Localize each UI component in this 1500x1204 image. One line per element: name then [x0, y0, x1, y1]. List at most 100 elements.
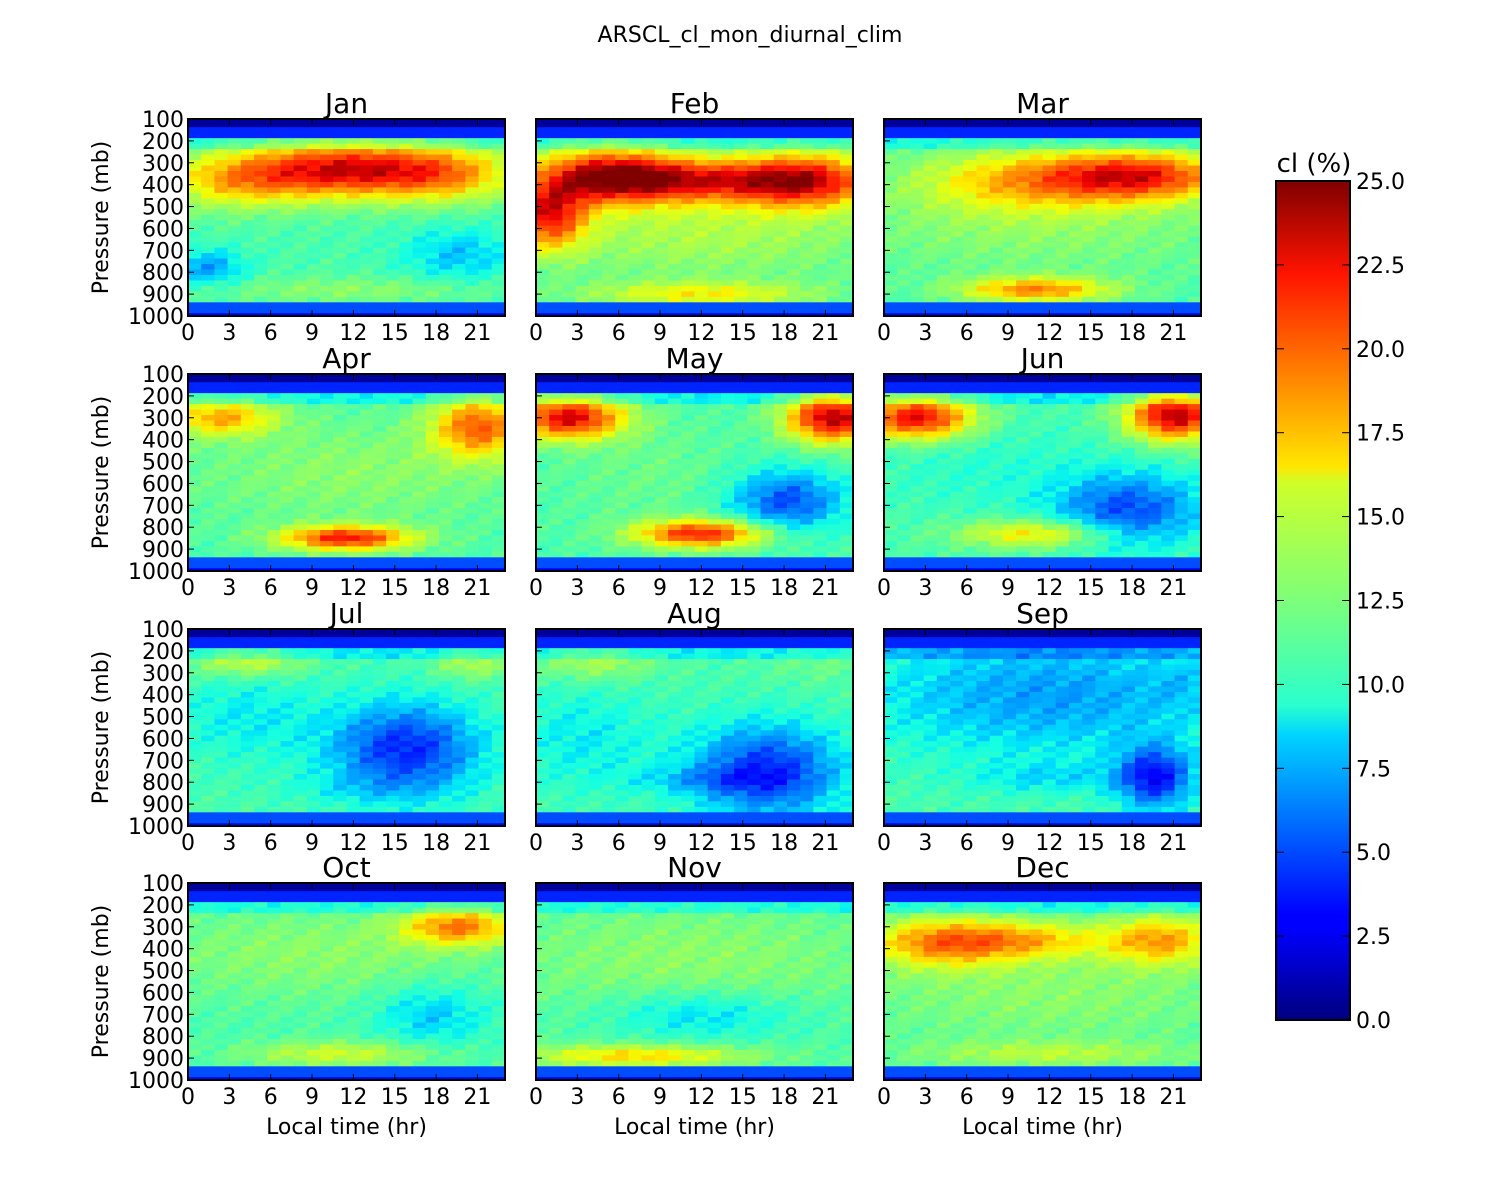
heatmap-cell — [347, 508, 361, 514]
heatmap-cell — [800, 557, 814, 563]
heatmap-cell — [708, 176, 722, 182]
heatmap-cell — [813, 475, 827, 481]
heatmap-cell — [827, 160, 841, 166]
heatmap-cell — [708, 259, 722, 265]
heatmap-cell — [1029, 259, 1043, 265]
heatmap-cell — [360, 209, 374, 215]
heatmap-cell — [201, 514, 215, 520]
heatmap-cell — [214, 182, 228, 188]
heatmap-cell — [333, 393, 347, 399]
heatmap-cell — [320, 231, 334, 237]
heatmap-cell — [228, 530, 242, 536]
heatmap-cell — [602, 530, 616, 536]
heatmap-cell — [681, 377, 695, 383]
heatmap-cell — [188, 215, 202, 221]
heatmap-cell — [761, 541, 775, 547]
heatmap-cell — [787, 497, 801, 503]
heatmap-cell — [479, 275, 493, 281]
heatmap-cell — [747, 149, 761, 155]
heatmap-cell — [813, 297, 827, 303]
heatmap-cell — [1069, 291, 1083, 297]
heatmap-cell — [201, 475, 215, 481]
heatmap-cell — [439, 204, 453, 210]
heatmap-cell — [1188, 259, 1202, 265]
heatmap-cell — [827, 421, 841, 427]
heatmap-cell — [413, 470, 427, 476]
heatmap-cell — [549, 291, 563, 297]
heatmap-cell — [549, 514, 563, 520]
heatmap-cell — [1175, 297, 1189, 303]
heatmap-cell — [452, 475, 466, 481]
heatmap-cell — [787, 138, 801, 144]
heatmap-cells — [188, 119, 506, 317]
heatmap-cell — [576, 253, 590, 259]
heatmap-cell — [214, 437, 228, 443]
heatmap-cell — [452, 198, 466, 204]
heatmap-cell — [655, 399, 669, 405]
heatmap-cell — [254, 166, 268, 172]
heatmap-cell — [1122, 193, 1136, 199]
heatmap-cell — [747, 280, 761, 286]
heatmap-cell — [439, 415, 453, 421]
heatmap-cell — [1056, 160, 1070, 166]
heatmap-cell — [734, 259, 748, 265]
heatmap-cell — [747, 514, 761, 520]
heatmap-cell — [201, 280, 215, 286]
heatmap-cell — [602, 187, 616, 193]
heatmap-cell — [452, 291, 466, 297]
heatmap-cell — [602, 442, 616, 448]
heatmap-cell — [774, 377, 788, 383]
heatmap-cell — [976, 264, 990, 270]
heatmap-cell — [884, 552, 898, 558]
heatmap-cell — [549, 122, 563, 128]
heatmap-cell — [761, 259, 775, 265]
heatmap-cell — [1122, 308, 1136, 314]
heatmap-cell — [628, 437, 642, 443]
x-tick-label: 9 — [305, 576, 319, 601]
heatmap-cell — [910, 302, 924, 308]
heatmap-cell — [761, 546, 775, 552]
heatmap-cell — [492, 280, 506, 286]
heatmap-cell — [386, 508, 400, 514]
heatmap-cell — [1161, 144, 1175, 150]
heatmap-cell — [589, 242, 603, 248]
heatmap-cell — [1095, 264, 1109, 270]
heatmap-cell — [320, 563, 334, 569]
heatmap-cell — [399, 253, 413, 259]
heatmap-cell — [373, 426, 387, 432]
heatmap-cell — [267, 286, 281, 292]
heatmap-cell — [721, 122, 735, 128]
heatmap-cell — [214, 442, 228, 448]
heatmap-cell — [884, 253, 898, 259]
heatmap-cell — [681, 388, 695, 394]
heatmap-cell — [254, 464, 268, 470]
heatmap-cell — [254, 475, 268, 481]
heatmap-cell — [589, 302, 603, 308]
heatmap-cell — [642, 524, 656, 530]
heatmap-cell — [1175, 138, 1189, 144]
heatmap-cell — [800, 464, 814, 470]
heatmap-cell — [747, 308, 761, 314]
heatmap-cell — [465, 242, 479, 248]
heatmap-cell — [413, 563, 427, 569]
heatmap-cell — [990, 160, 1004, 166]
heatmap-cell — [813, 204, 827, 210]
heatmap-cell — [549, 231, 563, 237]
heatmap-cell — [228, 426, 242, 432]
heatmap-cell — [734, 421, 748, 427]
heatmap-cell — [910, 182, 924, 188]
heatmap-cell — [761, 204, 775, 210]
heatmap-cell — [452, 508, 466, 514]
heatmap-cell — [426, 215, 440, 221]
heatmap-cell — [188, 237, 202, 243]
heatmap-cell — [413, 546, 427, 552]
heatmap-cell — [576, 171, 590, 177]
heatmap-cell — [562, 464, 576, 470]
heatmap-cell — [399, 524, 413, 530]
heatmap-cell — [413, 410, 427, 416]
heatmap-cell — [1161, 237, 1175, 243]
heatmap-cell — [413, 308, 427, 314]
heatmap-cell — [813, 453, 827, 459]
heatmap-cell — [897, 546, 911, 552]
